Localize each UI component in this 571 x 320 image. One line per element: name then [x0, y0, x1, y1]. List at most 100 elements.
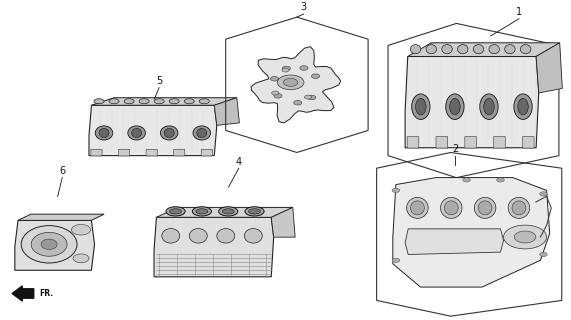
Ellipse shape [164, 128, 174, 138]
Circle shape [293, 100, 302, 105]
Ellipse shape [480, 94, 498, 119]
Ellipse shape [411, 44, 421, 54]
Ellipse shape [95, 126, 113, 140]
Ellipse shape [512, 201, 526, 215]
Circle shape [282, 68, 289, 72]
Ellipse shape [109, 99, 119, 104]
FancyBboxPatch shape [494, 137, 505, 148]
Circle shape [271, 76, 279, 81]
Circle shape [73, 254, 89, 263]
Ellipse shape [192, 207, 211, 216]
Polygon shape [18, 214, 104, 220]
Ellipse shape [444, 201, 458, 215]
Ellipse shape [440, 197, 462, 218]
Ellipse shape [94, 99, 104, 104]
Polygon shape [15, 220, 95, 270]
Ellipse shape [411, 201, 424, 215]
Circle shape [540, 252, 548, 257]
Ellipse shape [505, 44, 515, 54]
Ellipse shape [99, 128, 109, 138]
Polygon shape [91, 98, 237, 105]
Ellipse shape [196, 209, 208, 214]
Circle shape [71, 224, 91, 235]
Text: 1: 1 [516, 7, 522, 17]
Circle shape [463, 178, 471, 182]
Ellipse shape [514, 94, 532, 119]
Ellipse shape [154, 99, 164, 104]
Circle shape [304, 95, 312, 99]
Ellipse shape [193, 126, 211, 140]
Ellipse shape [442, 44, 452, 54]
FancyBboxPatch shape [407, 137, 419, 148]
Polygon shape [89, 105, 217, 156]
Circle shape [497, 178, 504, 182]
Ellipse shape [31, 232, 67, 256]
Ellipse shape [412, 94, 430, 119]
Text: 2: 2 [452, 144, 459, 154]
Ellipse shape [131, 128, 142, 138]
FancyBboxPatch shape [201, 149, 212, 156]
Circle shape [392, 188, 400, 193]
Ellipse shape [199, 99, 210, 104]
Ellipse shape [162, 228, 180, 243]
Ellipse shape [160, 126, 178, 140]
Ellipse shape [128, 126, 146, 140]
Polygon shape [154, 217, 274, 277]
Circle shape [504, 225, 546, 249]
Ellipse shape [473, 44, 484, 54]
Circle shape [311, 74, 320, 78]
Ellipse shape [248, 209, 260, 214]
Ellipse shape [520, 44, 531, 54]
FancyBboxPatch shape [174, 149, 185, 156]
Ellipse shape [219, 207, 238, 216]
Polygon shape [405, 229, 504, 254]
Ellipse shape [169, 99, 179, 104]
Ellipse shape [475, 197, 496, 218]
Polygon shape [214, 98, 239, 125]
Ellipse shape [170, 209, 182, 214]
Ellipse shape [518, 99, 528, 115]
Ellipse shape [245, 207, 264, 216]
Ellipse shape [426, 44, 437, 54]
FancyArrow shape [12, 286, 34, 301]
Ellipse shape [124, 99, 134, 104]
Circle shape [300, 66, 308, 70]
Text: 5: 5 [156, 76, 162, 86]
Circle shape [272, 91, 279, 95]
Ellipse shape [407, 197, 428, 218]
Circle shape [274, 93, 282, 98]
Ellipse shape [222, 209, 234, 214]
FancyBboxPatch shape [436, 137, 448, 148]
FancyBboxPatch shape [146, 149, 157, 156]
Polygon shape [536, 43, 562, 93]
Ellipse shape [508, 197, 530, 218]
Circle shape [283, 78, 298, 86]
Text: FR.: FR. [39, 289, 54, 298]
FancyBboxPatch shape [91, 149, 102, 156]
Ellipse shape [190, 228, 207, 243]
FancyBboxPatch shape [465, 137, 476, 148]
Polygon shape [251, 47, 341, 123]
Ellipse shape [41, 239, 57, 250]
FancyBboxPatch shape [522, 137, 534, 148]
Polygon shape [271, 207, 295, 237]
Circle shape [392, 258, 400, 262]
Ellipse shape [449, 99, 460, 115]
Text: 6: 6 [59, 166, 65, 176]
Ellipse shape [21, 226, 77, 263]
FancyBboxPatch shape [119, 149, 130, 156]
Circle shape [278, 75, 304, 90]
Text: 4: 4 [236, 157, 242, 167]
Polygon shape [156, 207, 293, 217]
Ellipse shape [416, 99, 426, 115]
Ellipse shape [217, 228, 235, 243]
Ellipse shape [244, 228, 262, 243]
Ellipse shape [457, 44, 468, 54]
Ellipse shape [446, 94, 464, 119]
Polygon shape [408, 43, 560, 56]
Circle shape [514, 231, 536, 243]
Ellipse shape [197, 128, 207, 138]
Ellipse shape [139, 99, 149, 104]
Ellipse shape [489, 44, 500, 54]
Polygon shape [405, 56, 539, 148]
